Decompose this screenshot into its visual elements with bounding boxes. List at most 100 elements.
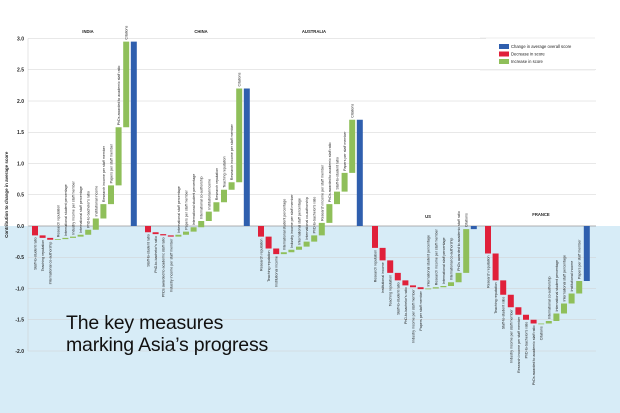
increase-bar (213, 202, 220, 212)
legend-label: Increase in score (511, 59, 544, 64)
bar-label: Institutional income (275, 256, 279, 287)
decrease-bar (265, 236, 272, 249)
increase-bar (553, 313, 560, 321)
increase-bar (440, 286, 447, 288)
group-name: CHINA (194, 29, 207, 34)
legend-swatch (499, 59, 509, 64)
increase-bar (115, 127, 122, 186)
y-tick-label: 0.0 (17, 224, 24, 230)
total-change-bar (470, 226, 477, 230)
bar-label: Papers per staff member (110, 143, 114, 183)
bar-label: Research income per staff member (102, 145, 106, 202)
bar-label: International staff percentage (79, 186, 83, 233)
bar-label: Research income per staff member (320, 164, 324, 221)
bar-label: PhDs awarded to academic staff ratio (457, 211, 461, 271)
increase-bar (296, 246, 302, 250)
bar-label: Research income per staff member (434, 228, 438, 285)
bar-label: International co-authorship (200, 176, 204, 219)
decrease-bar (492, 253, 499, 281)
group-name: FRANCE (532, 212, 550, 217)
bar-label: International student percentage (192, 174, 196, 226)
decrease-bar (379, 247, 386, 261)
decrease-bar (145, 226, 151, 233)
increase-bar (341, 172, 348, 192)
bar-label: Research reputation (56, 205, 60, 237)
decrease-bar (485, 226, 491, 254)
bar-label: Papers per staff member (419, 290, 423, 330)
bar-label: PhD-to-bachelor's ratio (313, 197, 317, 234)
y-tick-label: -0.5 (15, 255, 24, 261)
increase-bar (175, 234, 182, 237)
y-tick-label: -2.0 (15, 349, 24, 355)
increase-bar (425, 288, 432, 290)
decrease-bar (500, 280, 507, 295)
increase-bar (123, 41, 130, 128)
y-tick-label: 0.5 (17, 193, 24, 199)
bar-label: Teaching reputation (389, 275, 393, 306)
total-change-bar (583, 226, 590, 281)
bar-label: Industry income per staff member (412, 288, 416, 342)
bar-label: Research income per staff member (517, 316, 521, 373)
increase-bar (463, 229, 470, 273)
total-change-bar (356, 119, 363, 226)
increase-bar (303, 241, 310, 247)
decrease-bar (410, 285, 416, 288)
increase-bar (54, 239, 61, 240)
bar-label: International co-authorship (49, 242, 53, 285)
increase-bar (349, 119, 356, 173)
bar-label: International co-authorship (547, 276, 551, 319)
bar-label: Industry income per staff member (72, 180, 76, 234)
decrease-bar (258, 226, 264, 237)
increase-bar (221, 189, 227, 203)
bar-label: International co-authorship (450, 238, 454, 281)
decrease-bar (152, 232, 159, 235)
total-change-bar (130, 41, 137, 226)
increase-bar (236, 88, 243, 183)
bar-label: Institutional income (207, 179, 211, 210)
increase-bar (198, 221, 205, 228)
bar-label: Staff-to-student ratio (147, 234, 151, 267)
decrease-bar (47, 237, 54, 240)
bar-label: International staff percentage (442, 238, 446, 285)
increase-bar (432, 287, 439, 289)
legend-label: Decrease in score (511, 52, 545, 57)
y-tick-label: -1.5 (15, 318, 24, 324)
headline: The key measures marking Asia’s progress (66, 312, 268, 356)
bar-label: International co-authorship (305, 197, 309, 240)
increase-bar (568, 293, 575, 304)
decrease-bar (39, 235, 46, 238)
increase-bar (92, 218, 99, 230)
bar-label: Citations (465, 213, 469, 227)
bar-label: PhD-to-bachelor's ratio (87, 191, 91, 228)
decrease-bar (530, 319, 537, 324)
y-tick-label: -1.0 (15, 286, 24, 292)
bar-label: International student percentage (282, 199, 286, 251)
bar-label: Teaching reputation (223, 156, 227, 187)
increase-bar (77, 234, 84, 237)
bar-label: PhDs awarded to academic staff ratio (162, 237, 166, 297)
bar-label: International staff percentage (298, 198, 302, 245)
increase-bar (70, 236, 76, 238)
decrease-bar (417, 287, 424, 290)
bar-label: Papers per staff member (578, 239, 582, 279)
legend-swatch (499, 51, 509, 57)
bar-label: Teaching reputation (494, 282, 498, 313)
bar-label: Citations (540, 326, 544, 340)
y-axis-label: Contribution to change in average score (4, 151, 9, 238)
bar-label: International staff percentage (177, 186, 181, 233)
bar-label: Research reputation (374, 250, 378, 282)
bar-label: PhDs awarded to academic staff ratio (532, 326, 536, 386)
bar-label: Staff-to-student ratio (396, 282, 400, 315)
bar-label: PhD-to-bachelor's ratio (404, 287, 408, 324)
decrease-bar (523, 314, 529, 320)
headline-line-2: marking Asia’s progress (66, 334, 269, 356)
bar-label: International student percentage (555, 260, 559, 312)
total-change-bar (243, 88, 250, 226)
bar-label: Staff-to-student ratio (502, 297, 506, 330)
increase-bar (108, 185, 114, 205)
bar-label: Citations (351, 104, 355, 118)
increase-bar (318, 222, 325, 236)
bar-label: Staff-to-student ratio (336, 157, 340, 190)
bar-label: Citations (238, 72, 242, 86)
increase-bar (576, 281, 583, 294)
